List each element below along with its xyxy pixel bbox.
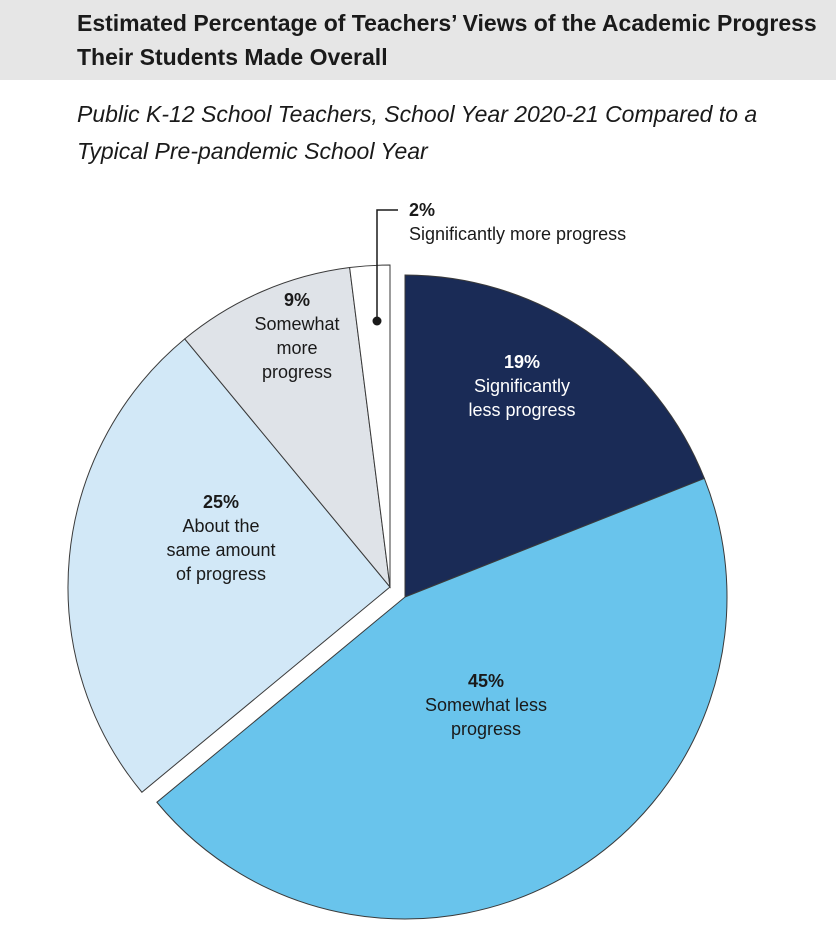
pie-slice-4: [184, 266, 391, 589]
title-bar: [0, 0, 836, 80]
pie-slice-5: [349, 264, 391, 588]
slice-label-4: 9% Somewhat more progress: [254, 290, 339, 382]
slice-label-line: progress: [451, 719, 521, 739]
slice-label-line: less progress: [468, 400, 575, 420]
chart-subtitle: Public K-12 School Teachers, School Year…: [77, 101, 758, 164]
slice-label-3: 25% About the same amount of progress: [166, 492, 275, 584]
slice-label-line: progress: [262, 362, 332, 382]
slice-label-line: Significantly: [474, 376, 570, 396]
slice-label-line: Somewhat: [254, 314, 339, 334]
chart-title: Estimated Percentage of Teachers’ Views …: [77, 10, 817, 70]
slice-label-line: About the: [182, 516, 259, 536]
callout-percent: 2%: [409, 200, 435, 220]
slice-label-line: more: [276, 338, 317, 358]
slice-label-line: Somewhat less: [425, 695, 547, 715]
pie-slice-2: [156, 477, 728, 920]
pie-slice-1: [404, 274, 706, 598]
callout-line: [376, 209, 398, 321]
slice-percent: 45%: [468, 671, 504, 691]
slice-percent: 19%: [504, 352, 540, 372]
callout-dot: [372, 316, 382, 326]
slice-label-line: of progress: [176, 564, 266, 584]
callout-label: Significantly more progress: [409, 224, 626, 244]
slice-label-line: same amount: [166, 540, 275, 560]
pie-slice-3: [67, 338, 391, 793]
slice-percent: 9%: [284, 290, 310, 310]
slice-label-2: 45% Somewhat less progress: [425, 671, 547, 739]
slice-percent: 25%: [203, 492, 239, 512]
slice-label-1: 19% Significantly less progress: [468, 352, 575, 420]
